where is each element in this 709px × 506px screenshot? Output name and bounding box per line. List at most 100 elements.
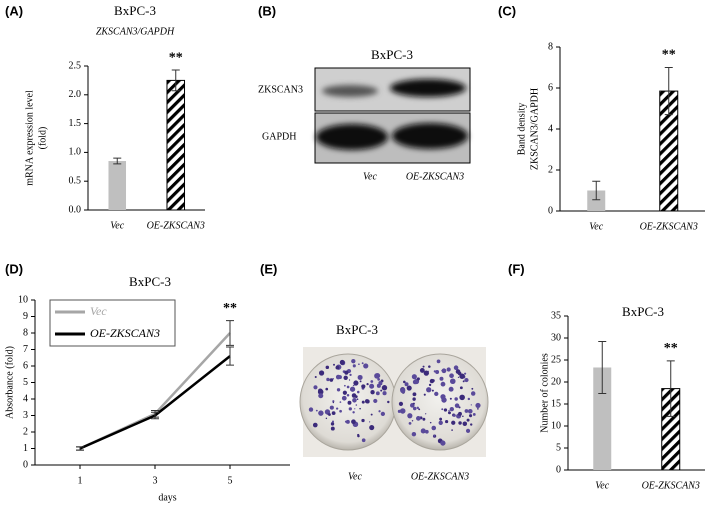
plate-label: Vec (348, 471, 362, 482)
colony (370, 380, 374, 383)
panel-label: (A) (5, 3, 23, 18)
chart-title: BxPC-3 (622, 304, 664, 319)
colony (398, 401, 404, 406)
colony (423, 370, 430, 376)
y-tick-label: 2.0 (69, 89, 82, 100)
colony (477, 407, 479, 410)
colony (453, 365, 459, 370)
colony (433, 434, 436, 437)
colony (332, 400, 335, 403)
colony (363, 363, 369, 369)
y-axis-label: Absorbance (fold) (4, 346, 15, 419)
legend-label: OE-ZKSCAN3 (90, 326, 160, 340)
y-tick-label: 10 (551, 420, 561, 431)
colony (438, 420, 443, 425)
colony (435, 370, 440, 374)
panel-label: (E) (260, 261, 277, 276)
y-tick-label: 25 (551, 354, 561, 365)
colony (357, 433, 360, 437)
annotation: ** (664, 341, 678, 356)
x-tick-label: 5 (228, 475, 233, 486)
colony (449, 378, 456, 385)
colony (333, 363, 335, 366)
colony (328, 413, 331, 416)
y-tick-label: 0 (23, 459, 28, 470)
colony (358, 363, 360, 366)
colony (355, 404, 358, 406)
bar (166, 79, 186, 211)
y-tick-label: 15 (551, 398, 561, 409)
y-axis-label: mRNA expression level (24, 90, 35, 186)
colony (351, 419, 356, 425)
y-tick-label: 4 (23, 393, 28, 404)
y-tick-label: 2 (548, 164, 553, 175)
x-tick-label: OE-ZKSCAN3 (640, 221, 698, 232)
colony (459, 394, 465, 401)
colony (318, 393, 324, 399)
annotation: ** (662, 48, 676, 63)
y-tick-label: 9 (23, 311, 28, 322)
colony (431, 379, 435, 383)
colony (451, 429, 453, 431)
colony (470, 423, 473, 426)
colony (431, 389, 434, 392)
colony (428, 383, 432, 387)
colony (343, 375, 348, 380)
blot-title: BxPC-3 (371, 47, 413, 62)
colony (441, 368, 447, 374)
colony (318, 410, 324, 416)
colony (458, 421, 462, 425)
colony (344, 370, 349, 375)
y-axis-label: Band density (516, 103, 527, 156)
colony (370, 413, 373, 416)
colony (378, 380, 383, 385)
colony (467, 397, 471, 401)
error-bar (226, 320, 234, 346)
colony (399, 408, 406, 414)
colony (326, 377, 330, 382)
colony (412, 392, 417, 397)
series-line (79, 332, 231, 450)
plate-label: OE-ZKSCAN3 (411, 471, 469, 482)
colony (450, 407, 453, 410)
colony (412, 402, 415, 405)
colony (336, 407, 339, 410)
colony (349, 373, 352, 377)
blot-band (322, 85, 378, 97)
colony (412, 376, 415, 379)
colony (331, 420, 335, 423)
colony (356, 398, 359, 400)
colony (424, 429, 429, 434)
colony (472, 413, 476, 416)
colony (407, 413, 413, 419)
colony (329, 378, 334, 382)
colony (454, 397, 458, 401)
colony (439, 376, 444, 381)
colony (351, 358, 356, 364)
colony (308, 407, 314, 412)
colony (422, 365, 425, 368)
colony (366, 383, 369, 386)
colony (400, 387, 406, 394)
y-tick-label: 2 (23, 426, 28, 437)
colony (339, 409, 342, 413)
colony (422, 417, 426, 421)
colony (457, 376, 460, 378)
blot-row-label: GAPDH (262, 131, 296, 142)
colony (467, 408, 473, 414)
colony (377, 378, 380, 381)
colony (439, 417, 443, 421)
x-tick-label: 3 (153, 475, 158, 486)
colony (380, 411, 386, 417)
colony (441, 408, 444, 411)
y-tick-label: 8 (23, 327, 28, 338)
colony (404, 382, 409, 387)
colony (347, 400, 352, 405)
panel-label: (C) (498, 3, 516, 18)
legend-box (49, 299, 176, 347)
colony (336, 388, 341, 392)
series-line (79, 355, 231, 450)
colony (325, 417, 328, 420)
error-bar (592, 180, 601, 201)
